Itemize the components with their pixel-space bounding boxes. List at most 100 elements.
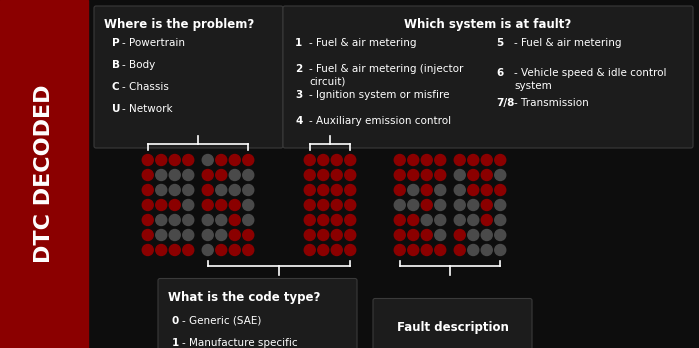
Circle shape xyxy=(454,169,466,181)
Circle shape xyxy=(169,184,180,196)
Circle shape xyxy=(304,214,315,226)
Text: circuit): circuit) xyxy=(309,77,345,87)
Circle shape xyxy=(143,245,153,255)
Circle shape xyxy=(421,214,432,226)
Circle shape xyxy=(202,229,213,240)
Circle shape xyxy=(331,229,343,240)
Circle shape xyxy=(216,169,226,181)
Circle shape xyxy=(454,229,466,240)
Circle shape xyxy=(229,229,240,240)
Circle shape xyxy=(435,169,446,181)
Text: - Powertrain: - Powertrain xyxy=(122,38,185,48)
Text: B: B xyxy=(112,60,120,70)
Circle shape xyxy=(495,214,506,226)
Circle shape xyxy=(156,214,167,226)
Circle shape xyxy=(182,214,194,226)
Circle shape xyxy=(454,155,466,166)
Text: - Body: - Body xyxy=(122,60,155,70)
Circle shape xyxy=(481,155,492,166)
Text: Which system is at fault?: Which system is at fault? xyxy=(405,18,572,31)
Circle shape xyxy=(143,184,153,196)
Text: - Transmission: - Transmission xyxy=(514,98,589,108)
Circle shape xyxy=(304,199,315,211)
Circle shape xyxy=(169,155,180,166)
Text: 2: 2 xyxy=(295,64,302,74)
Circle shape xyxy=(182,229,194,240)
Circle shape xyxy=(394,184,405,196)
FancyBboxPatch shape xyxy=(373,299,532,348)
Text: - Fuel & air metering: - Fuel & air metering xyxy=(514,38,621,48)
Circle shape xyxy=(202,169,213,181)
Circle shape xyxy=(454,245,466,255)
Circle shape xyxy=(169,169,180,181)
Circle shape xyxy=(229,184,240,196)
Circle shape xyxy=(156,184,167,196)
Text: - Fuel & air metering: - Fuel & air metering xyxy=(309,38,417,48)
Circle shape xyxy=(243,169,254,181)
Circle shape xyxy=(143,155,153,166)
Circle shape xyxy=(435,229,446,240)
Circle shape xyxy=(182,155,194,166)
Circle shape xyxy=(143,199,153,211)
Circle shape xyxy=(408,245,419,255)
Circle shape xyxy=(318,169,329,181)
Circle shape xyxy=(169,199,180,211)
Circle shape xyxy=(318,199,329,211)
Circle shape xyxy=(331,169,343,181)
Circle shape xyxy=(318,214,329,226)
Circle shape xyxy=(243,155,254,166)
Circle shape xyxy=(408,155,419,166)
Circle shape xyxy=(243,245,254,255)
Text: - Chassis: - Chassis xyxy=(122,82,169,92)
Circle shape xyxy=(481,229,492,240)
Circle shape xyxy=(394,229,405,240)
Circle shape xyxy=(495,199,506,211)
Circle shape xyxy=(243,199,254,211)
Circle shape xyxy=(216,199,226,211)
Circle shape xyxy=(435,245,446,255)
Text: - Generic (SAE): - Generic (SAE) xyxy=(182,316,261,325)
Text: Where is the problem?: Where is the problem? xyxy=(104,18,254,31)
Text: 5: 5 xyxy=(496,38,503,48)
Circle shape xyxy=(304,245,315,255)
Circle shape xyxy=(421,155,432,166)
Circle shape xyxy=(394,169,405,181)
Text: 3: 3 xyxy=(295,90,302,100)
Circle shape xyxy=(216,214,226,226)
Circle shape xyxy=(468,155,479,166)
Circle shape xyxy=(435,155,446,166)
Circle shape xyxy=(156,155,167,166)
Circle shape xyxy=(156,199,167,211)
Circle shape xyxy=(481,184,492,196)
Circle shape xyxy=(345,169,356,181)
Circle shape xyxy=(454,199,466,211)
Circle shape xyxy=(345,184,356,196)
Circle shape xyxy=(143,214,153,226)
Circle shape xyxy=(304,229,315,240)
Circle shape xyxy=(454,184,466,196)
Circle shape xyxy=(169,229,180,240)
Circle shape xyxy=(394,155,405,166)
Circle shape xyxy=(182,199,194,211)
Circle shape xyxy=(182,169,194,181)
Circle shape xyxy=(143,229,153,240)
Circle shape xyxy=(468,184,479,196)
Circle shape xyxy=(394,245,405,255)
FancyBboxPatch shape xyxy=(283,6,693,148)
Circle shape xyxy=(182,245,194,255)
Circle shape xyxy=(468,199,479,211)
Circle shape xyxy=(169,245,180,255)
Circle shape xyxy=(468,214,479,226)
Text: - Auxiliary emission control: - Auxiliary emission control xyxy=(309,116,451,126)
Circle shape xyxy=(468,245,479,255)
Circle shape xyxy=(435,199,446,211)
Circle shape xyxy=(345,214,356,226)
Circle shape xyxy=(345,199,356,211)
Text: - Ignition system or misfire: - Ignition system or misfire xyxy=(309,90,449,100)
Circle shape xyxy=(318,245,329,255)
Circle shape xyxy=(408,169,419,181)
FancyBboxPatch shape xyxy=(94,6,283,148)
Circle shape xyxy=(216,155,226,166)
Circle shape xyxy=(345,155,356,166)
Circle shape xyxy=(182,184,194,196)
